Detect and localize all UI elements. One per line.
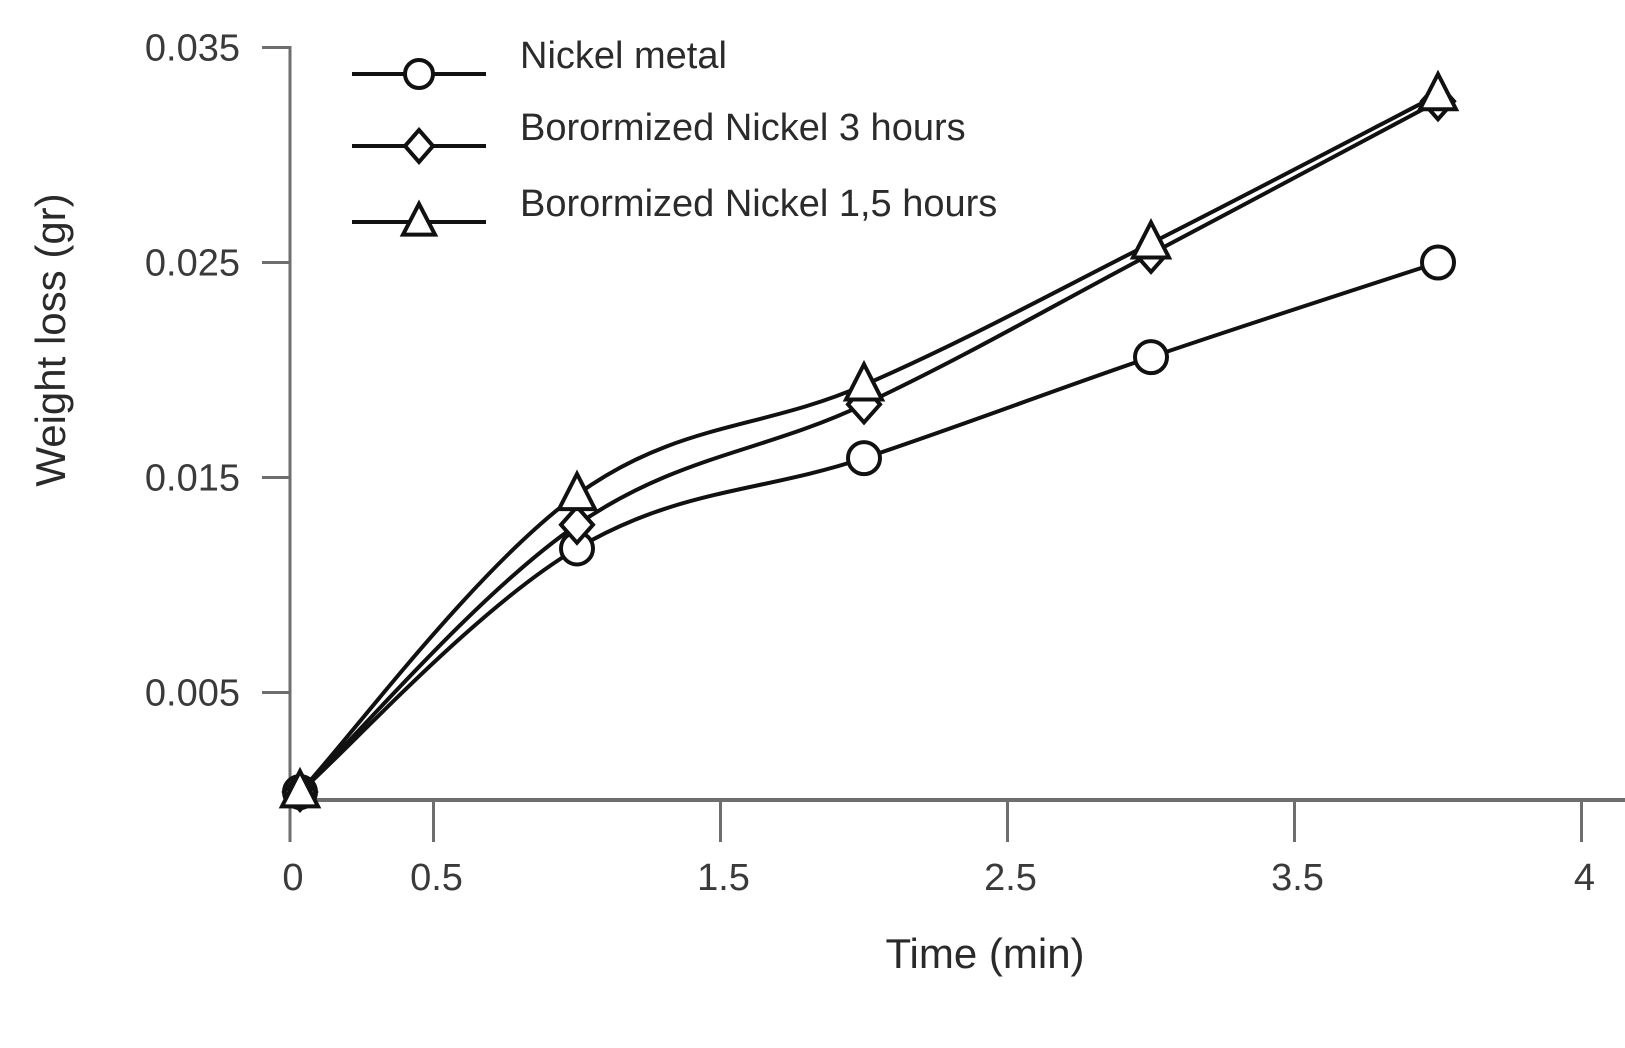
circle-marker-icon [403, 58, 435, 90]
x-axis-title: Time (min) [885, 930, 1084, 977]
legend-item: Borormized Nickel 3 hours [352, 107, 966, 166]
x-tick-label: 4 [1574, 857, 1595, 899]
x-tick-label: 0.5 [410, 857, 463, 899]
series-triangle [278, 69, 1460, 809]
circle-marker-icon [846, 440, 882, 477]
circle-marker-icon [1133, 339, 1169, 376]
x-tick-label: 1.5 [697, 857, 750, 899]
circle-marker-icon [1420, 244, 1456, 281]
x-tick-label: 0 [282, 857, 303, 899]
y-tick-label: 0.015 [145, 458, 240, 500]
legend-item: Nickel metal [352, 35, 727, 90]
y-tick-label: 0.005 [145, 673, 240, 715]
y-tick-label: 0.025 [145, 243, 240, 285]
triangle-marker-icon [555, 469, 599, 512]
legend-label: Borormized Nickel 1,5 hours [520, 183, 997, 225]
diamond-marker-icon [558, 503, 596, 546]
triangle-marker-icon [1129, 217, 1173, 260]
legend: Nickel metal Borormized Nickel 3 hours Bor… [352, 35, 997, 237]
legend-label: Borormized Nickel 3 hours [520, 107, 966, 149]
y-axis-title: Weight loss (gr) [27, 193, 74, 486]
x-tick-label: 3.5 [1271, 857, 1324, 899]
series-layer [278, 69, 1460, 814]
legend-item: Borormized Nickel 1,5 hours [352, 183, 997, 237]
series-circle [282, 244, 1456, 810]
triangle-marker-icon [842, 359, 886, 402]
x-tick-label: 2.5 [984, 857, 1037, 899]
triangle-marker-icon [1416, 69, 1460, 112]
series-line [298, 260, 1439, 794]
legend-label: Nickel metal [520, 35, 727, 77]
y-tick-label: 0.035 [145, 28, 240, 70]
triangle-marker-icon [278, 766, 322, 809]
diamond-marker-icon [402, 126, 436, 166]
axes: 0.035 0.025 0.015 0.005 0 0.5 1.5 2.5 3.5 4 [145, 28, 1625, 899]
triangle-marker-icon [399, 199, 439, 237]
